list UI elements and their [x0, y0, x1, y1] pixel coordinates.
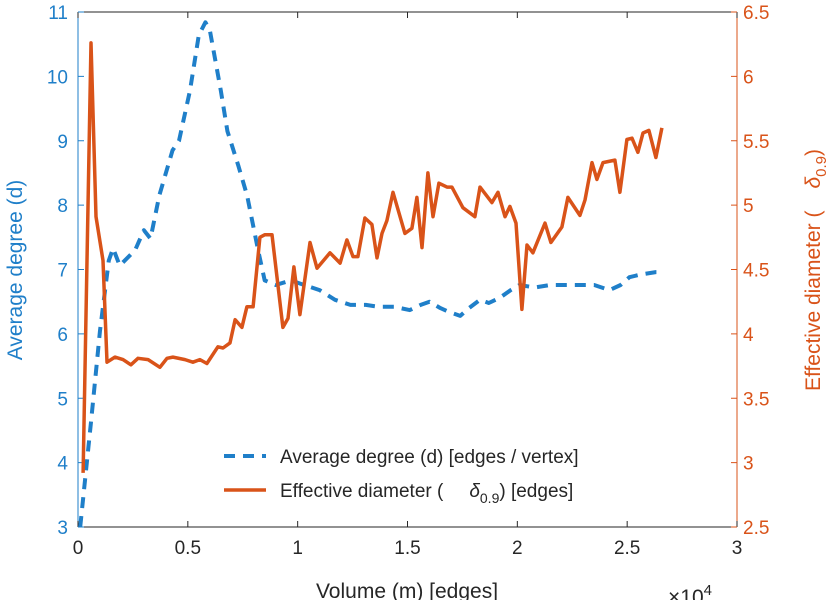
right-tick-label: 6.5 [743, 3, 769, 24]
right-tick-label: 3 [743, 454, 754, 475]
right-tick-label: 5 [743, 196, 754, 217]
axes: 0 0.5 1 1.5 2 2.5 3345678910112.533.544.555.56… [47, 3, 770, 559]
left-tick-label: 6 [57, 325, 68, 346]
right-tick-label: 4.5 [743, 261, 769, 282]
x-tick-label: 1 [292, 538, 303, 559]
series-group [78, 20, 664, 528]
right-axis-label: Effective diameter (δ0.9) [802, 149, 830, 391]
x-tick-label: 0 [73, 538, 84, 559]
series-line-effective-diameter [81, 41, 664, 473]
left-axis-label: Average degree (d) [4, 180, 27, 361]
legend: Average degree (d) [edges / vertex] Effec… [224, 447, 579, 506]
right-tick-label: 3.5 [743, 389, 769, 410]
left-tick-label: 9 [57, 132, 68, 153]
left-tick-label: 8 [57, 196, 68, 217]
x-tick-label: 2 [512, 538, 523, 559]
left-tick-label: 7 [57, 261, 68, 282]
x-tick-label: 0.5 [175, 538, 201, 559]
left-tick-label: 10 [47, 67, 68, 88]
right-tick-label: 5.5 [743, 132, 769, 153]
left-tick-label: 5 [57, 389, 68, 410]
x-tick-label: 2.5 [614, 538, 640, 559]
right-tick-label: 4 [743, 325, 754, 346]
x-multiplier: ×104 [668, 582, 712, 600]
legend-label: Average degree (d) [edges / vertex] [280, 447, 579, 468]
x-tick-label: 1.5 [394, 538, 420, 559]
left-tick-label: 11 [48, 3, 68, 24]
right-tick-label: 2.5 [743, 518, 769, 539]
series-line-average-degree [78, 20, 661, 528]
right-tick-label: 6 [743, 67, 754, 88]
x-tick-label: 3 [732, 538, 743, 559]
left-tick-label: 3 [57, 518, 68, 539]
x-axis-label: Volume (m) [edges] [316, 580, 498, 600]
legend-label: Effective diameter (δ0.9) [edges] [280, 481, 573, 506]
left-tick-label: 4 [57, 454, 68, 475]
